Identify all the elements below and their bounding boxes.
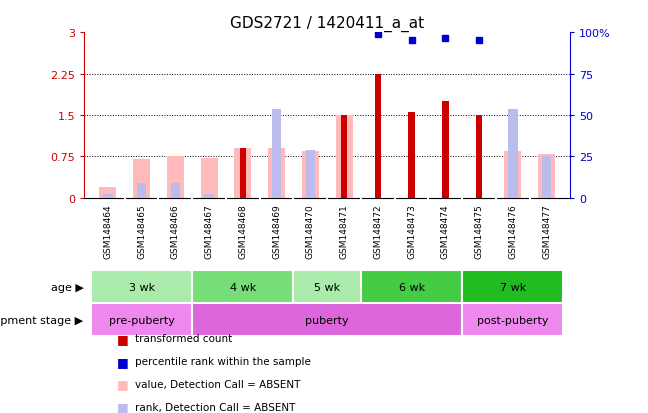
Text: age ▶: age ▶ bbox=[51, 282, 84, 292]
Text: GSM148477: GSM148477 bbox=[542, 204, 551, 259]
Bar bbox=[99, 187, 116, 198]
Text: 4 wk: 4 wk bbox=[230, 282, 256, 292]
Text: GSM148474: GSM148474 bbox=[441, 204, 450, 259]
Text: development stage ▶: development stage ▶ bbox=[0, 315, 84, 325]
Bar bbox=[272, 110, 281, 198]
Text: GSM148476: GSM148476 bbox=[509, 204, 517, 259]
Text: GSM148468: GSM148468 bbox=[238, 204, 248, 259]
Bar bbox=[508, 110, 518, 198]
Text: GSM148469: GSM148469 bbox=[272, 204, 281, 259]
Bar bbox=[170, 183, 180, 198]
Bar bbox=[462, 271, 564, 304]
Text: 6 wk: 6 wk bbox=[399, 282, 424, 292]
Text: 5 wk: 5 wk bbox=[314, 282, 340, 292]
Text: ■: ■ bbox=[117, 355, 128, 368]
Text: rank, Detection Call = ABSENT: rank, Detection Call = ABSENT bbox=[135, 402, 295, 412]
Text: GSM148472: GSM148472 bbox=[373, 204, 382, 259]
Text: ■: ■ bbox=[117, 400, 128, 413]
Title: GDS2721 / 1420411_a_at: GDS2721 / 1420411_a_at bbox=[230, 16, 424, 32]
Bar bbox=[167, 157, 184, 198]
Text: ■: ■ bbox=[117, 377, 128, 391]
Bar bbox=[375, 74, 381, 198]
Bar bbox=[306, 150, 315, 198]
Bar bbox=[504, 152, 521, 198]
Bar bbox=[408, 113, 415, 198]
Bar bbox=[137, 183, 146, 198]
Text: pre-puberty: pre-puberty bbox=[109, 315, 174, 325]
Text: post-puberty: post-puberty bbox=[477, 315, 549, 325]
Bar bbox=[205, 195, 214, 198]
Bar bbox=[341, 116, 347, 198]
Bar bbox=[103, 195, 113, 198]
Bar bbox=[462, 304, 564, 337]
Text: GSM148473: GSM148473 bbox=[407, 204, 416, 259]
Bar bbox=[240, 149, 246, 198]
Bar bbox=[336, 116, 353, 198]
Text: transformed count: transformed count bbox=[135, 334, 232, 344]
Text: GSM148464: GSM148464 bbox=[104, 204, 112, 259]
Bar bbox=[192, 271, 294, 304]
Bar bbox=[91, 271, 192, 304]
Bar bbox=[542, 157, 551, 198]
Text: percentile rank within the sample: percentile rank within the sample bbox=[135, 356, 310, 366]
Text: GSM148467: GSM148467 bbox=[205, 204, 214, 259]
Bar bbox=[442, 102, 448, 198]
Bar bbox=[91, 304, 192, 337]
Text: GSM148475: GSM148475 bbox=[474, 204, 483, 259]
Text: GSM148470: GSM148470 bbox=[306, 204, 315, 259]
Text: GSM148471: GSM148471 bbox=[340, 204, 349, 259]
Bar bbox=[201, 159, 218, 198]
Text: 3 wk: 3 wk bbox=[128, 282, 155, 292]
Bar bbox=[302, 152, 319, 198]
Bar bbox=[268, 149, 285, 198]
Bar bbox=[133, 160, 150, 198]
Text: puberty: puberty bbox=[305, 315, 349, 325]
Bar bbox=[361, 271, 462, 304]
Text: ■: ■ bbox=[117, 332, 128, 345]
Text: value, Detection Call = ABSENT: value, Detection Call = ABSENT bbox=[135, 379, 300, 389]
Bar bbox=[235, 149, 251, 198]
Bar bbox=[192, 304, 462, 337]
Bar bbox=[476, 116, 482, 198]
Text: GSM148465: GSM148465 bbox=[137, 204, 146, 259]
Text: 7 wk: 7 wk bbox=[500, 282, 526, 292]
Bar bbox=[538, 154, 555, 198]
Bar bbox=[294, 271, 361, 304]
Text: GSM148466: GSM148466 bbox=[171, 204, 180, 259]
